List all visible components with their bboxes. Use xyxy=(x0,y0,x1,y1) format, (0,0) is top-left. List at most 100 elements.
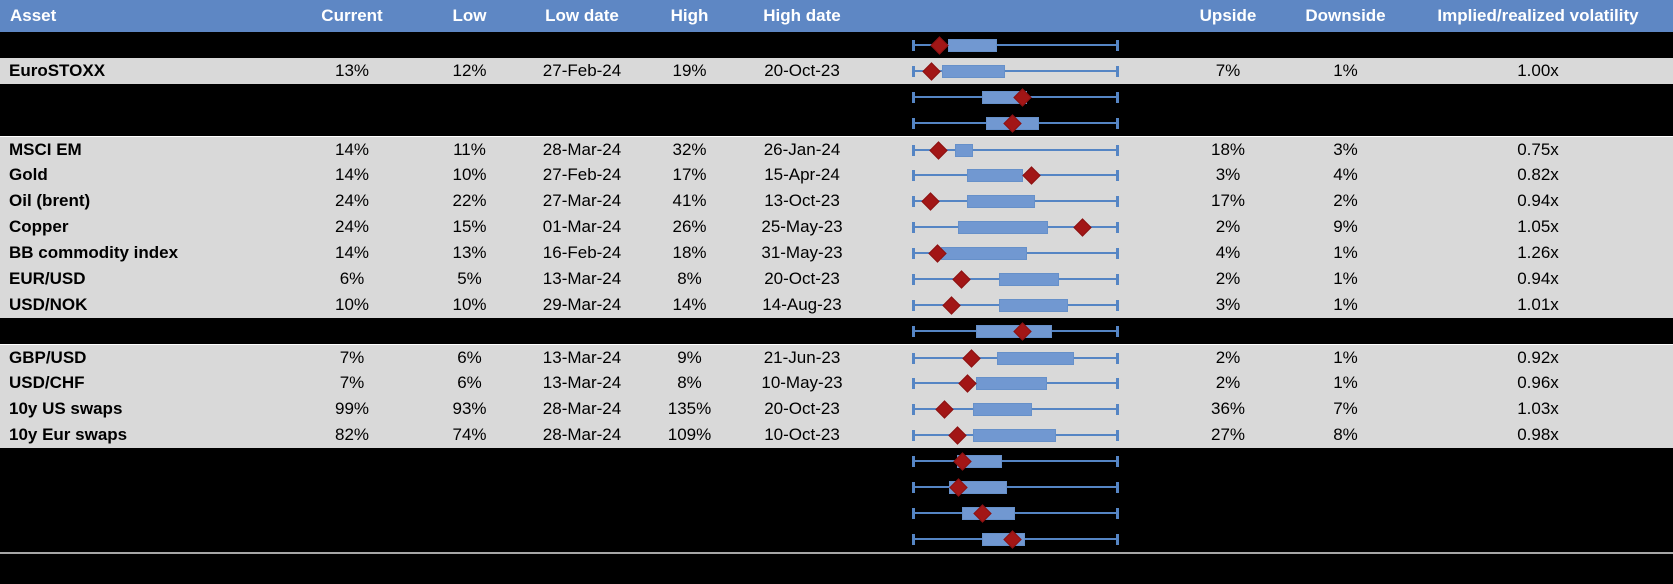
current-cell: 7% xyxy=(339,373,365,392)
high-date-cell: 25-May-23 xyxy=(761,217,843,236)
interquartile-box xyxy=(976,376,1047,390)
asset-cell: Oil (brent) xyxy=(9,191,91,210)
high-cell: 109% xyxy=(667,425,712,444)
whisker-line xyxy=(913,460,1117,462)
diamond-marker-icon xyxy=(929,140,948,160)
downside-cell: 3% xyxy=(1333,140,1358,159)
range-chart-cell xyxy=(862,345,1168,371)
high-date-cell: 20-Oct-23 xyxy=(764,61,840,80)
whisker-cap-left xyxy=(912,481,915,493)
asset-cell: Copper xyxy=(9,217,69,236)
whisker-cap-right xyxy=(1116,144,1119,156)
whisker-cap-right xyxy=(1116,221,1119,233)
range-chart-cell xyxy=(862,448,1168,474)
range-chart-cell xyxy=(862,110,1168,136)
spacer-row xyxy=(0,448,1673,474)
interquartile-box xyxy=(954,143,974,157)
implied-realized-cell: 0.82x xyxy=(1517,165,1559,184)
downside-cell: 1% xyxy=(1333,348,1358,367)
implied-realized-cell: 1.05x xyxy=(1517,217,1559,236)
upside-cell: 3% xyxy=(1215,165,1241,184)
current-cell: 82% xyxy=(334,425,370,444)
high-cell: 8% xyxy=(677,373,702,392)
range-chart-cell xyxy=(862,266,1168,292)
range-chart-cell xyxy=(862,370,1168,396)
low-date-cell: 27-Mar-24 xyxy=(542,191,622,210)
column-header-downside: Downside xyxy=(1305,6,1386,25)
column-header-current: Current xyxy=(321,6,383,25)
high-date-cell: 20-Oct-23 xyxy=(764,399,840,418)
whisker-cap-left xyxy=(912,455,915,467)
diamond-marker-icon xyxy=(921,191,940,211)
column-header-upside: Upside xyxy=(1199,6,1257,25)
low-cell: 5% xyxy=(457,269,482,288)
asset-cell: EUR/USD xyxy=(9,269,86,288)
implied-realized-cell: 0.94x xyxy=(1517,191,1559,210)
whisker-cap-left xyxy=(912,39,915,51)
boxplot xyxy=(912,292,1119,318)
column-header-implied-realized-volatility: Implied/realized volatility xyxy=(1437,6,1639,25)
whisker-cap-right xyxy=(1116,377,1119,389)
table-row: GBP/USD 7% 6% 13-Mar-24 9% 21-Jun-23 2% 1% 0.92x xyxy=(0,344,1673,370)
interquartile-box xyxy=(940,246,1028,260)
table-row: 10y Eur swaps 82% 74% 28-Mar-24 109% 10-Oct-2… xyxy=(0,422,1673,448)
asset-cell: 10y Eur swaps xyxy=(9,425,128,444)
whisker-cap-right xyxy=(1116,481,1119,493)
whisker-cap-left xyxy=(912,377,915,389)
asset-cell: Gold xyxy=(9,165,48,184)
diamond-marker-icon xyxy=(948,425,968,445)
high-cell: 9% xyxy=(677,348,702,367)
column-header-asset: Asset xyxy=(10,6,57,25)
diamond-marker-icon xyxy=(930,35,949,55)
boxplot xyxy=(912,474,1119,500)
column-header-high-date: High date xyxy=(763,6,841,25)
low-date-cell: 01-Mar-24 xyxy=(542,217,622,236)
table-row: MSCI EM 14% 11% 28-Mar-24 32% 26-Jan-24 18% 3% 0… xyxy=(0,136,1673,162)
low-cell: 15% xyxy=(452,217,487,236)
implied-realized-cell: 0.94x xyxy=(1517,269,1559,288)
whisker-line xyxy=(913,70,1117,72)
whisker-cap-right xyxy=(1116,299,1119,311)
upside-cell: 7% xyxy=(1215,61,1241,80)
interquartile-box xyxy=(957,220,1048,234)
high-date-cell: 10-Oct-23 xyxy=(764,425,840,444)
spacer-row xyxy=(0,84,1673,110)
whisker-cap-left xyxy=(912,221,915,233)
whisker-cap-right xyxy=(1116,91,1119,103)
boxplot xyxy=(912,84,1119,110)
spacer-row xyxy=(0,526,1673,552)
high-date-cell: 21-Jun-23 xyxy=(763,348,841,367)
whisker-cap-right xyxy=(1116,247,1119,259)
spacer-row xyxy=(0,32,1673,58)
downside-cell: 1% xyxy=(1333,61,1358,80)
downside-cell: 1% xyxy=(1333,295,1358,314)
whisker-cap-left xyxy=(912,403,915,415)
range-chart-cell xyxy=(862,84,1168,110)
diamond-marker-icon xyxy=(922,61,941,81)
interquartile-box xyxy=(941,64,1005,78)
whisker-cap-right xyxy=(1116,273,1119,285)
boxplot xyxy=(912,162,1119,188)
whisker-cap-left xyxy=(912,117,915,129)
whisker-cap-right xyxy=(1116,65,1119,77)
downside-cell: 7% xyxy=(1333,399,1358,418)
range-chart-cell xyxy=(862,32,1168,58)
low-date-cell: 27-Feb-24 xyxy=(542,165,622,184)
whisker-cap-right xyxy=(1116,429,1119,441)
table-row: EuroSTOXX 13% 12% 27-Feb-24 19% 20-Oct-23 7% 1%… xyxy=(0,58,1673,84)
boxplot xyxy=(912,526,1119,552)
implied-realized-cell: 1.00x xyxy=(1517,61,1559,80)
high-cell: 26% xyxy=(672,217,707,236)
current-cell: 13% xyxy=(334,61,370,80)
whisker-cap-right xyxy=(1116,117,1119,129)
high-cell: 14% xyxy=(672,295,707,314)
low-cell: 93% xyxy=(452,399,487,418)
interquartile-box xyxy=(996,351,1075,365)
boxplot xyxy=(912,266,1119,292)
diamond-marker-icon xyxy=(935,399,954,419)
whisker-cap-right xyxy=(1116,507,1119,519)
interquartile-box xyxy=(973,428,1056,442)
table-row: EUR/USD 6% 5% 13-Mar-24 8% 20-Oct-23 2% 1% 0.94x xyxy=(0,266,1673,292)
table-row: USD/CHF 7% 6% 13-Mar-24 8% 10-May-23 2% 1% 0.96x xyxy=(0,370,1673,396)
boxplot xyxy=(912,345,1119,371)
